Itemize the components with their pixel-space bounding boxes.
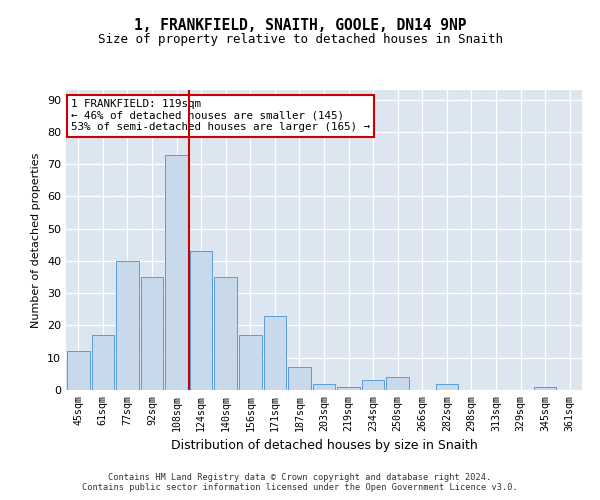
Bar: [386, 377, 409, 390]
Bar: [436, 384, 458, 390]
Text: 1, FRANKFIELD, SNAITH, GOOLE, DN14 9NP: 1, FRANKFIELD, SNAITH, GOOLE, DN14 9NP: [134, 18, 466, 32]
Bar: [92, 335, 114, 390]
X-axis label: Distribution of detached houses by size in Snaith: Distribution of detached houses by size …: [170, 439, 478, 452]
Bar: [288, 368, 311, 390]
Bar: [190, 252, 212, 390]
Bar: [67, 352, 89, 390]
Bar: [534, 387, 556, 390]
Bar: [263, 316, 286, 390]
Bar: [116, 261, 139, 390]
Text: Size of property relative to detached houses in Snaith: Size of property relative to detached ho…: [97, 32, 503, 46]
Bar: [313, 384, 335, 390]
Bar: [337, 387, 360, 390]
Y-axis label: Number of detached properties: Number of detached properties: [31, 152, 41, 328]
Text: 1 FRANKFIELD: 119sqm
← 46% of detached houses are smaller (145)
53% of semi-deta: 1 FRANKFIELD: 119sqm ← 46% of detached h…: [71, 99, 370, 132]
Bar: [362, 380, 385, 390]
Text: Contains HM Land Registry data © Crown copyright and database right 2024.
Contai: Contains HM Land Registry data © Crown c…: [82, 473, 518, 492]
Bar: [239, 335, 262, 390]
Bar: [165, 154, 188, 390]
Bar: [140, 277, 163, 390]
Bar: [214, 277, 237, 390]
